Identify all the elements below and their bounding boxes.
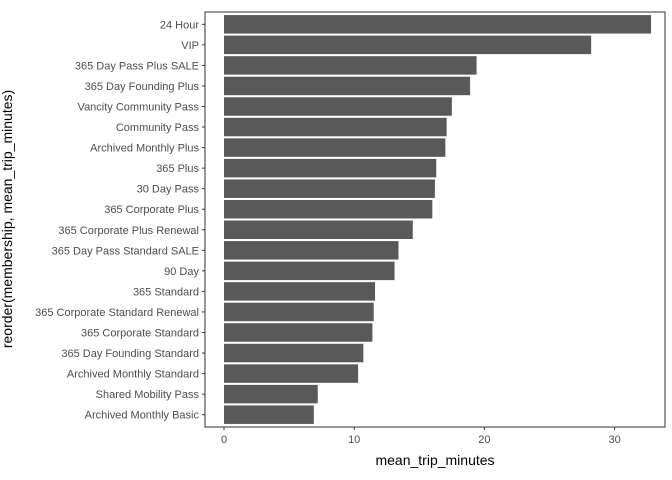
y-tick-label: 30 Day Pass — [137, 184, 200, 196]
bar — [224, 241, 399, 260]
y-tick-label: 365 Corporate Plus — [104, 204, 199, 216]
bar — [224, 179, 435, 198]
bar — [224, 282, 376, 301]
x-axis-title: mean_trip_minutes — [375, 452, 494, 468]
bar — [224, 76, 471, 96]
bar — [224, 405, 314, 424]
y-tick-label: 90 Day — [164, 266, 199, 278]
x-tick-label: 0 — [221, 434, 227, 446]
x-axis-ticks: 0 10 20 30 — [221, 427, 621, 446]
bar — [224, 261, 395, 281]
y-tick-label: Archived Monthly Plus — [90, 143, 199, 155]
bar — [224, 384, 318, 404]
bar — [224, 97, 452, 116]
y-tick-label: 365 Day Founding Standard — [61, 348, 199, 360]
bar — [224, 158, 437, 178]
y-axis-title: reorder(membership, mean_trip_minutes) — [0, 90, 15, 348]
y-tick-label: 365 Corporate Standard — [81, 327, 199, 339]
x-tick-label: 20 — [478, 434, 490, 446]
bar — [224, 138, 446, 157]
y-tick-label: Archived Monthly Standard — [67, 369, 199, 381]
y-axis-ticks: 24 Hour VIP 365 Day Pass Plus SALE 365 Day … — [35, 19, 205, 422]
y-tick-label: Community Pass — [116, 122, 200, 134]
y-tick-label: 365 Day Pass Plus SALE — [75, 60, 199, 72]
y-tick-label: Archived Monthly Basic — [85, 410, 200, 422]
bar — [224, 199, 433, 219]
y-tick-label: 365 Day Pass Standard SALE — [52, 245, 199, 257]
y-tick-label: 365 Standard — [133, 286, 199, 298]
bar — [224, 364, 359, 383]
y-tick-label: 365 Corporate Plus Renewal — [58, 225, 199, 237]
y-tick-label: 365 Plus — [156, 163, 199, 175]
y-tick-label: VIP — [181, 40, 199, 52]
bar — [224, 343, 364, 363]
bars-group — [224, 15, 652, 424]
y-tick-label: Vancity Community Pass — [78, 102, 200, 114]
bar — [224, 117, 447, 137]
y-tick-label: 24 Hour — [160, 19, 199, 31]
x-tick-label: 30 — [608, 434, 620, 446]
y-tick-label: 365 Day Founding Plus — [85, 81, 200, 93]
bar — [224, 220, 413, 240]
bar — [224, 15, 652, 34]
bar — [224, 302, 374, 322]
y-tick-label: 365 Corporate Standard Renewal — [35, 307, 199, 319]
y-tick-label: Shared Mobility Pass — [96, 389, 200, 401]
bar — [224, 35, 592, 55]
x-tick-label: 10 — [348, 434, 360, 446]
bar — [224, 56, 477, 75]
bar — [224, 323, 373, 342]
